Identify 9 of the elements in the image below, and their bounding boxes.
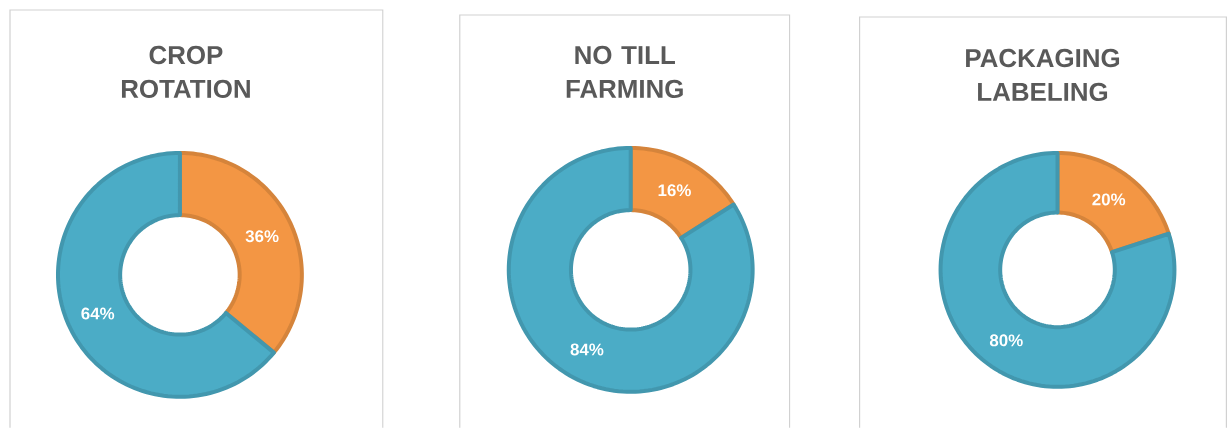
chart-title: PACKAGING LABELING bbox=[966, 48, 1120, 101]
chart-title: NO TILL FARMING bbox=[566, 45, 683, 98]
data-label: 36% bbox=[245, 229, 279, 242]
data-label: 20% bbox=[1092, 193, 1126, 206]
chart-title: CROP ROTATION bbox=[121, 45, 250, 98]
data-label: 84% bbox=[570, 343, 604, 356]
data-label: 16% bbox=[658, 184, 691, 197]
data-label: 80% bbox=[989, 334, 1023, 347]
data-label: 64% bbox=[81, 307, 115, 320]
